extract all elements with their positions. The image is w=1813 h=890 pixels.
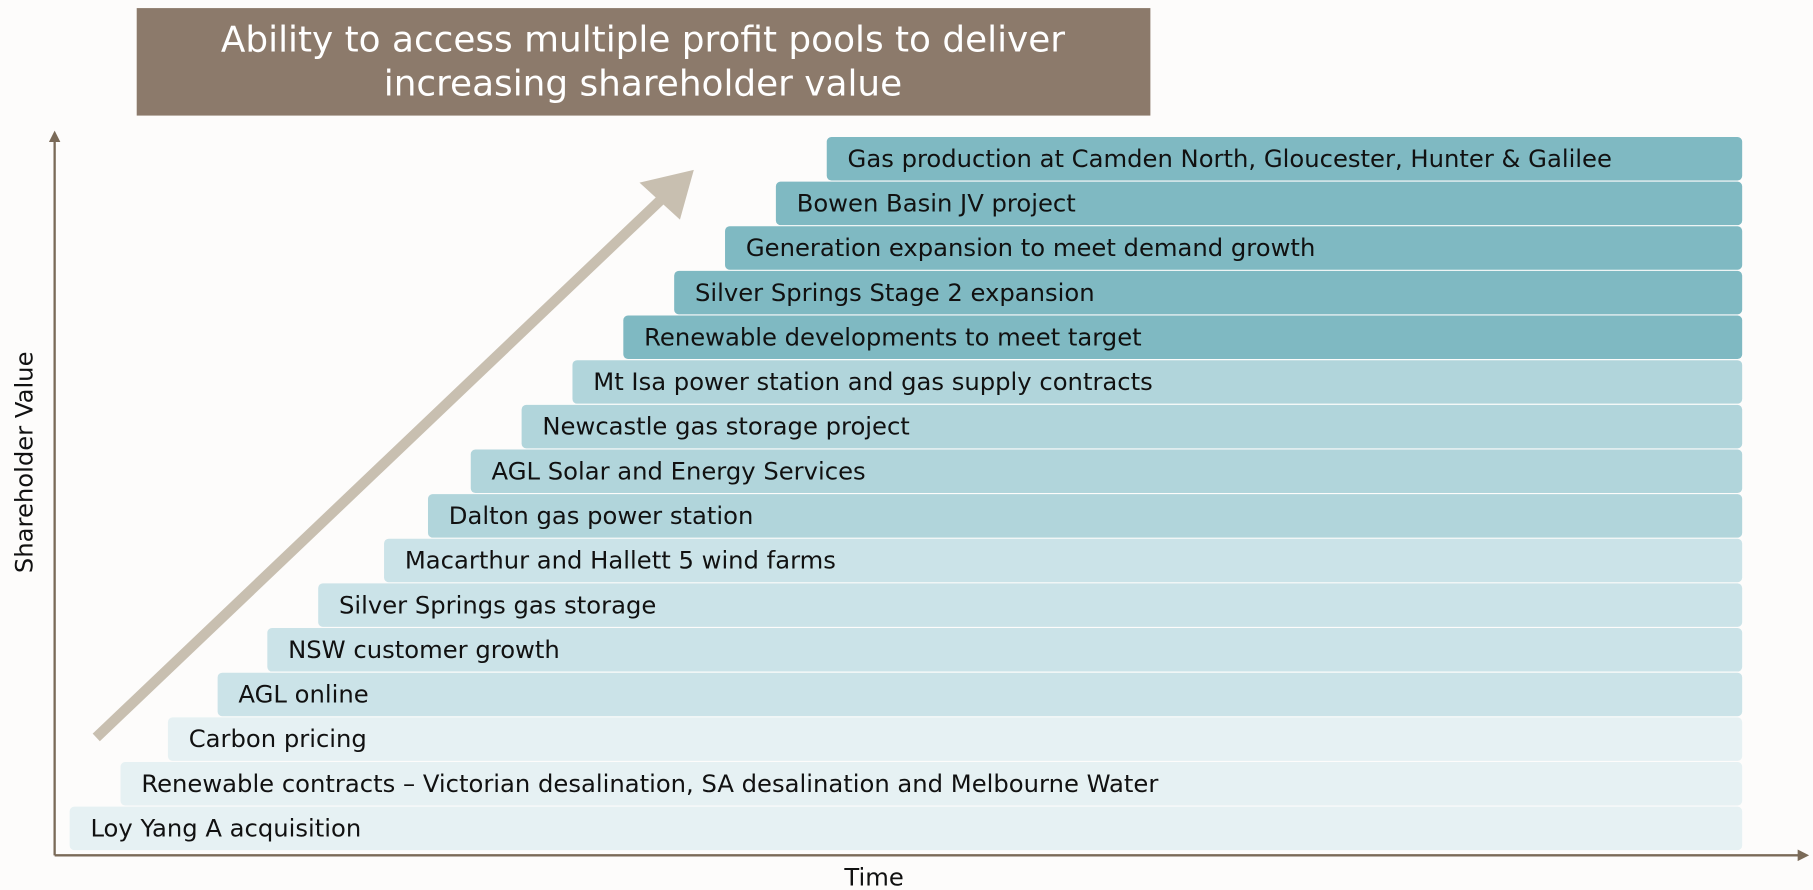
step-bar xyxy=(521,404,1743,449)
step-label: Renewable contracts – Victorian desalina… xyxy=(141,769,1158,798)
step-bar xyxy=(470,449,1743,493)
step-bar xyxy=(69,806,1743,851)
step-bar xyxy=(623,315,1743,360)
step-label: Silver Springs Stage 2 expansion xyxy=(695,278,1095,307)
step-bar xyxy=(572,360,1743,404)
step-bar xyxy=(318,583,1743,627)
growth-arrow xyxy=(92,181,681,742)
step-bar xyxy=(267,628,1743,672)
step-bar xyxy=(674,270,1743,315)
title-line: Ability to access multiple profit pools … xyxy=(221,20,1065,61)
step-label: Mt Isa power station and gas supply cont… xyxy=(593,367,1153,396)
title-line: increasing shareholder value xyxy=(384,64,902,105)
step-label: Macarthur and Hallett 5 wind farms xyxy=(405,546,836,575)
step-bar xyxy=(384,538,1743,583)
step-label: Bowen Basin JV project xyxy=(797,189,1076,218)
step-label: AGL Solar and Energy Services xyxy=(492,456,866,485)
step-bar xyxy=(427,494,1743,538)
y-axis-label: Shareholder Value xyxy=(10,352,39,574)
title-box xyxy=(136,8,1151,116)
step-bar xyxy=(120,761,1743,806)
step-label: Silver Springs gas storage xyxy=(339,590,656,619)
step-bar xyxy=(217,672,1743,717)
step-label: Carbon pricing xyxy=(189,724,367,753)
step-label: NSW customer growth xyxy=(288,635,560,664)
step-label: AGL online xyxy=(238,680,368,709)
step-label: Gas production at Camden North, Gloucest… xyxy=(848,144,1612,173)
step-label: Generation expansion to meet demand grow… xyxy=(746,233,1315,262)
step-label: Loy Yang A acquisition xyxy=(90,814,361,843)
growth-arrow-head xyxy=(639,169,694,220)
step-label: Dalton gas power station xyxy=(449,501,754,530)
step-bar xyxy=(775,181,1743,226)
step-label: Renewable developments to meet target xyxy=(644,322,1142,351)
step-bar xyxy=(167,717,1743,761)
step-label: Newcastle gas storage project xyxy=(542,412,909,441)
steps: Loy Yang A acquisition Renewable contract… xyxy=(69,136,1743,851)
step-bar xyxy=(725,226,1743,270)
x-axis-label: Time xyxy=(843,862,903,890)
step-bar xyxy=(826,136,1743,181)
